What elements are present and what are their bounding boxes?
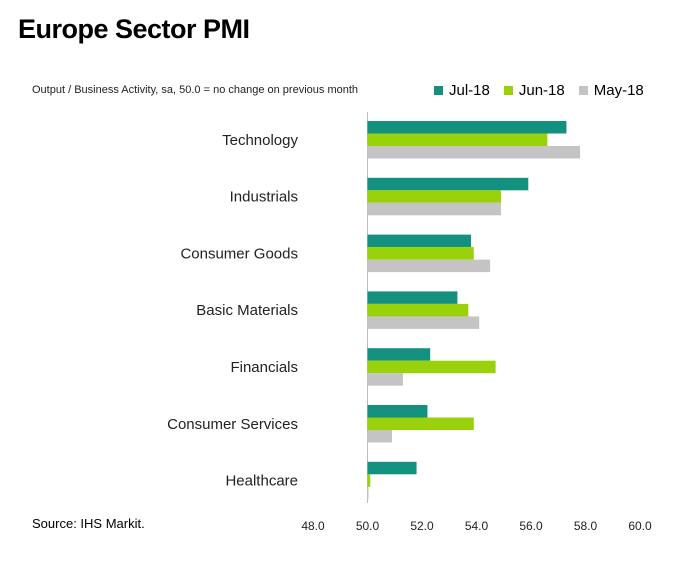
legend-item-may-18: May-18 bbox=[578, 82, 644, 99]
legend-label-may-18: May-18 bbox=[593, 82, 644, 99]
legend-swatch-jun-18 bbox=[503, 86, 513, 95]
bar-basic-materials-jul-18 bbox=[367, 291, 458, 304]
legend-item-jul-18: Jul-18 bbox=[434, 82, 490, 99]
category-label-financials: Financials bbox=[230, 359, 298, 376]
x-tick-label-48-0: 48.0 bbox=[301, 519, 325, 533]
bar-financials-jul-18 bbox=[367, 348, 431, 361]
bar-healthcare-may-18 bbox=[367, 486, 369, 500]
bar-basic-materials-jun-18 bbox=[367, 303, 469, 317]
bar-financials-may-18 bbox=[367, 373, 403, 386]
bar-industrials-jun-18 bbox=[367, 190, 502, 203]
source-note: Source: IHS Markit. bbox=[32, 516, 145, 531]
category-label-industrials: Industrials bbox=[230, 189, 298, 206]
x-tick-label-50-0: 50.0 bbox=[356, 519, 380, 533]
bar-consumer-services-may-18 bbox=[367, 430, 393, 443]
legend-swatch-may-18 bbox=[578, 86, 588, 95]
x-tick-label-60-0: 60.0 bbox=[628, 519, 652, 533]
bar-consumer-goods-may-18 bbox=[367, 259, 491, 273]
x-tick-label-52-0: 52.0 bbox=[410, 519, 434, 533]
bar-financials-jun-18 bbox=[367, 360, 496, 374]
x-tick-label-58-0: 58.0 bbox=[574, 519, 598, 533]
bar-consumer-goods-jun-18 bbox=[367, 247, 474, 260]
legend-swatch-jul-18 bbox=[434, 86, 443, 95]
category-label-healthcare: Healthcare bbox=[225, 473, 298, 490]
bar-healthcare-jun-18 bbox=[367, 474, 371, 487]
bar-technology-jul-18 bbox=[367, 121, 567, 134]
bar-industrials-jul-18 bbox=[367, 177, 529, 191]
bar-consumer-goods-jul-18 bbox=[367, 234, 472, 248]
legend-label-jul-18: Jul-18 bbox=[449, 82, 490, 99]
bar-basic-materials-may-18 bbox=[367, 316, 480, 329]
x-tick-label-54-0: 54.0 bbox=[465, 519, 489, 533]
bar-consumer-services-jun-18 bbox=[367, 417, 474, 430]
category-label-basic-materials: Basic Materials bbox=[196, 302, 298, 319]
x-tick-label-56-0: 56.0 bbox=[519, 519, 543, 533]
bar-consumer-services-jul-18 bbox=[367, 405, 428, 418]
bar-technology-may-18 bbox=[367, 146, 581, 159]
category-label-technology: Technology bbox=[222, 132, 298, 149]
category-label-consumer-services: Consumer Services bbox=[167, 416, 298, 433]
bar-healthcare-jul-18 bbox=[367, 461, 417, 475]
legend: Jul-18 Jun-18 May-18 bbox=[434, 82, 644, 99]
legend-label-jun-18: Jun-18 bbox=[518, 82, 565, 99]
bar-technology-jun-18 bbox=[367, 133, 548, 146]
chart-subtitle: Output / Business Activity, sa, 50.0 = n… bbox=[32, 84, 359, 96]
legend-item-jun-18: Jun-18 bbox=[503, 82, 565, 99]
chart-title: Europe Sector PMI bbox=[18, 14, 250, 44]
bar-industrials-may-18 bbox=[367, 202, 502, 216]
category-label-consumer-goods: Consumer Goods bbox=[180, 245, 298, 262]
